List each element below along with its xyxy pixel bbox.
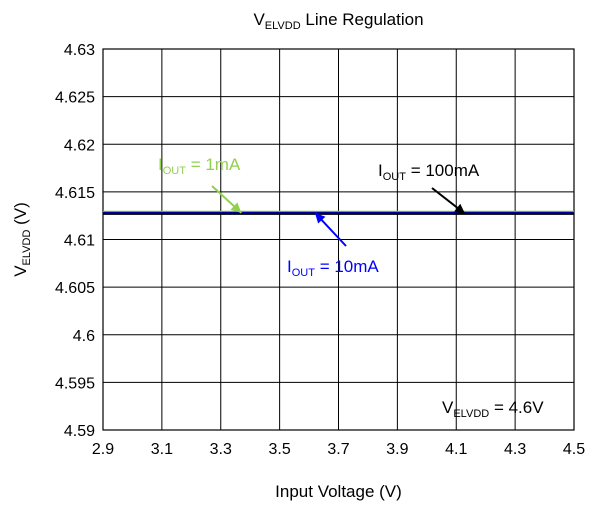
y-tick-label: 4.59	[64, 423, 95, 440]
y-tick-label: 4.61	[64, 233, 95, 250]
y-tick-label: 4.605	[55, 280, 95, 297]
chart-labels: VELVDD Line Regulation Input Voltage (V) V…	[11, 10, 544, 501]
y-axis-label: VELVDD (V)	[11, 202, 33, 277]
annotation-arrowhead-2	[314, 212, 326, 224]
annotation-label-3: IOUT = 100mA	[378, 161, 480, 183]
x-tick-label: 4.1	[445, 441, 467, 458]
tick-labels: 2.9 3.1 3.3 3.5 3.7 3.9 4.1 4.3 4.5 4.59 4.595 4.6 4…	[55, 42, 585, 458]
annotation-label-1: IOUT = 1mA	[158, 155, 241, 177]
x-tick-label: 3.9	[386, 441, 408, 458]
x-tick-label: 4.5	[563, 441, 585, 458]
y-tick-label: 4.615	[55, 185, 95, 202]
annotation-arrowhead-3	[454, 203, 466, 214]
y-tick-label: 4.595	[55, 375, 95, 392]
y-tick-label: 4.62	[64, 137, 95, 154]
x-tick-label: 3.1	[151, 441, 173, 458]
grid	[102, 48, 575, 431]
x-tick-label: 3.7	[327, 441, 349, 458]
annotation-label-4: VELVDD = 4.6V	[442, 398, 544, 420]
chart-title: VELVDD Line Regulation	[253, 10, 423, 32]
series-lines	[103, 210, 574, 215]
annotation-label-2: IOUT = 10mA	[287, 257, 379, 279]
x-tick-label: 3.3	[210, 441, 232, 458]
x-axis-label: Input Voltage (V)	[275, 482, 402, 501]
y-tick-label: 4.63	[64, 42, 95, 59]
y-tick-label: 4.6	[73, 328, 95, 345]
x-tick-label: 2.9	[92, 441, 114, 458]
y-tick-label: 4.625	[55, 90, 95, 107]
annotation-arrowhead-1	[230, 202, 242, 213]
x-tick-label: 3.5	[269, 441, 291, 458]
x-tick-label: 4.3	[504, 441, 526, 458]
plot-frame	[102, 48, 575, 431]
